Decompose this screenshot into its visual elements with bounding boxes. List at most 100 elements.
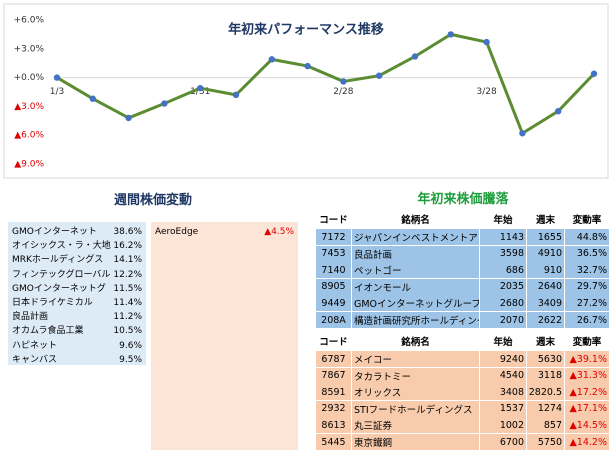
table-cell: 36.5% (565, 245, 610, 262)
table-row: 6787 メイコー 9240 5630 ▲39.1% (316, 351, 610, 368)
table-cell: 910 (527, 262, 565, 279)
stock-name: キャンバス (12, 354, 58, 365)
table-cell: 2680 (480, 295, 527, 312)
chart-title: 年初来パフォーマンス推移 (228, 22, 384, 38)
table-cell: 丸三証券 (352, 417, 480, 434)
marker (447, 31, 454, 38)
header-cell: 週末 (527, 332, 565, 349)
weekly-gainers: GMOインターネット 38.6% オイシックス・ラ・大地 16.2% MRKホールディン… (8, 222, 146, 365)
stock-name: オイシックス・ラ・大地 (12, 241, 111, 252)
x-tick-label: 1/3 (50, 87, 64, 97)
list-row: GMOインターネットグ 11.5% (8, 282, 146, 296)
table-cell: 1655 (527, 229, 565, 245)
table-cell: 構造計画研究所ホールディングス (352, 312, 480, 328)
table-cell: ▲17.2% (565, 384, 610, 401)
table-row: 8591 オリックス 3408 2820.5 ▲17.2% (316, 384, 610, 402)
table-row: 7172ジャパンインベストメントアドバイザー1143165544.8% (316, 229, 610, 246)
table-cell: 3118 (527, 367, 565, 384)
change: 9.5% (119, 354, 142, 365)
change: 11.2% (113, 312, 142, 323)
table-cell: ▲39.1% (565, 351, 610, 367)
table-cell: 27.2% (565, 295, 610, 312)
marker (125, 114, 132, 122)
list-row: 日本ドライケミカル 11.4% (8, 296, 146, 310)
table-cell: ▲14.5% (565, 417, 610, 434)
y-tick-label: ▲3.0% (14, 102, 44, 112)
table-cell: 8905 (316, 278, 352, 295)
table-cell: 5445 (316, 434, 352, 450)
header-cell: コード (316, 332, 352, 349)
table-cell: メイコー (352, 351, 480, 367)
table-cell: 3408 (480, 384, 527, 401)
table-cell: 1143 (480, 229, 527, 245)
header-cell: 銘柄名 (352, 332, 480, 349)
table-cell: 5630 (527, 351, 565, 367)
table-cell: ▲31.3% (565, 367, 610, 384)
table-cell: オリックス (352, 384, 480, 401)
stock-name: 日本ドライケミカル (12, 298, 93, 308)
table-cell: 2070 (480, 312, 527, 328)
table-cell: 29.7% (565, 278, 610, 295)
y-tick-label: +0.0% (14, 73, 45, 83)
table-cell: 9240 (480, 351, 527, 367)
header-cell: コード (316, 210, 352, 227)
marker (590, 70, 598, 77)
table-cell: 2932 (316, 400, 352, 417)
table-row: 7453 良品計画 3598 4910 36.5% (316, 245, 610, 263)
table-header: コード 銘柄名 年始 週末 変動率 (316, 210, 610, 227)
marker (519, 130, 526, 137)
list-row: GMOインターネット 38.6% (8, 225, 146, 239)
table-cell: ▲17.1% (565, 400, 610, 417)
marker (304, 62, 311, 70)
table-cell: 6787 (316, 351, 352, 367)
list-row: キャンバス 9.5% (8, 353, 146, 367)
change: 11.5% (113, 283, 142, 294)
table-row: 7140 ペットゴー 686 910 32.7% (316, 262, 610, 280)
list-row: 良品計画 11.2% (8, 310, 146, 324)
marker (268, 56, 275, 63)
change: ▲4.5% (264, 227, 294, 237)
ytd-losers-table: コード 銘柄名 年始 週末 変動率 6787 メイコー 9240 5630 ▲39.1% 7867 タ… (316, 332, 610, 451)
change: 9.6% (119, 340, 142, 351)
table-cell: 良品計画 (352, 245, 480, 262)
marker (340, 78, 347, 85)
table-cell: 7172 (316, 229, 352, 245)
list-row: フィンテックグローバル 12.2% (8, 268, 146, 282)
marker (232, 91, 240, 99)
table-cell: 東京鐵鋼 (352, 434, 480, 450)
table-cell: 7140 (316, 262, 352, 279)
stock-name: オカムラ食品工業 (12, 326, 84, 337)
weekly-losers: AeroEdge ▲4.5% (151, 222, 298, 450)
table-row: 8613 丸三証券 1002 857 ▲14.5% (316, 417, 610, 435)
table-cell: 1274 (527, 400, 565, 417)
stock-name: AeroEdge (155, 227, 199, 237)
table-cell: ペットゴー (352, 262, 480, 279)
table-cell: 3598 (480, 245, 527, 262)
table-cell: 1002 (480, 417, 527, 434)
table-row: 8905 イオンモール 2035 2640 29.7% (316, 278, 610, 296)
table-cell: 2035 (480, 278, 527, 295)
table-cell: 1537 (480, 400, 527, 417)
marker (555, 108, 562, 115)
list-row: オカムラ食品工業 10.5% (8, 324, 146, 338)
change: 16.2% (113, 241, 142, 252)
table-cell: 7453 (316, 245, 352, 262)
marker (161, 100, 168, 107)
stock-name: GMOインターネット (12, 227, 97, 237)
change: 12.2% (113, 269, 142, 280)
table-row: 7867 タカラトミー 4540 3118 ▲31.3% (316, 367, 610, 385)
table-row: 2932 STIフードホールディングス 1537 1274 ▲17.1% (316, 400, 610, 418)
change: 38.6% (113, 227, 142, 237)
y-tick-label: ▲6.0% (14, 131, 44, 141)
stock-name: ハピネット (12, 340, 58, 351)
line (56, 32, 596, 136)
header-cell: 年始 (480, 210, 527, 227)
header-cell: 変動率 (565, 332, 610, 349)
stock-name: 良品計画 (12, 312, 49, 323)
table-cell: 5750 (527, 434, 565, 450)
list-row: MRKホールディングス 14.1% (8, 253, 146, 267)
x-tick-label: 2/28 (333, 87, 353, 97)
table-cell: 208A (316, 312, 352, 328)
change: 11.4% (113, 298, 142, 308)
